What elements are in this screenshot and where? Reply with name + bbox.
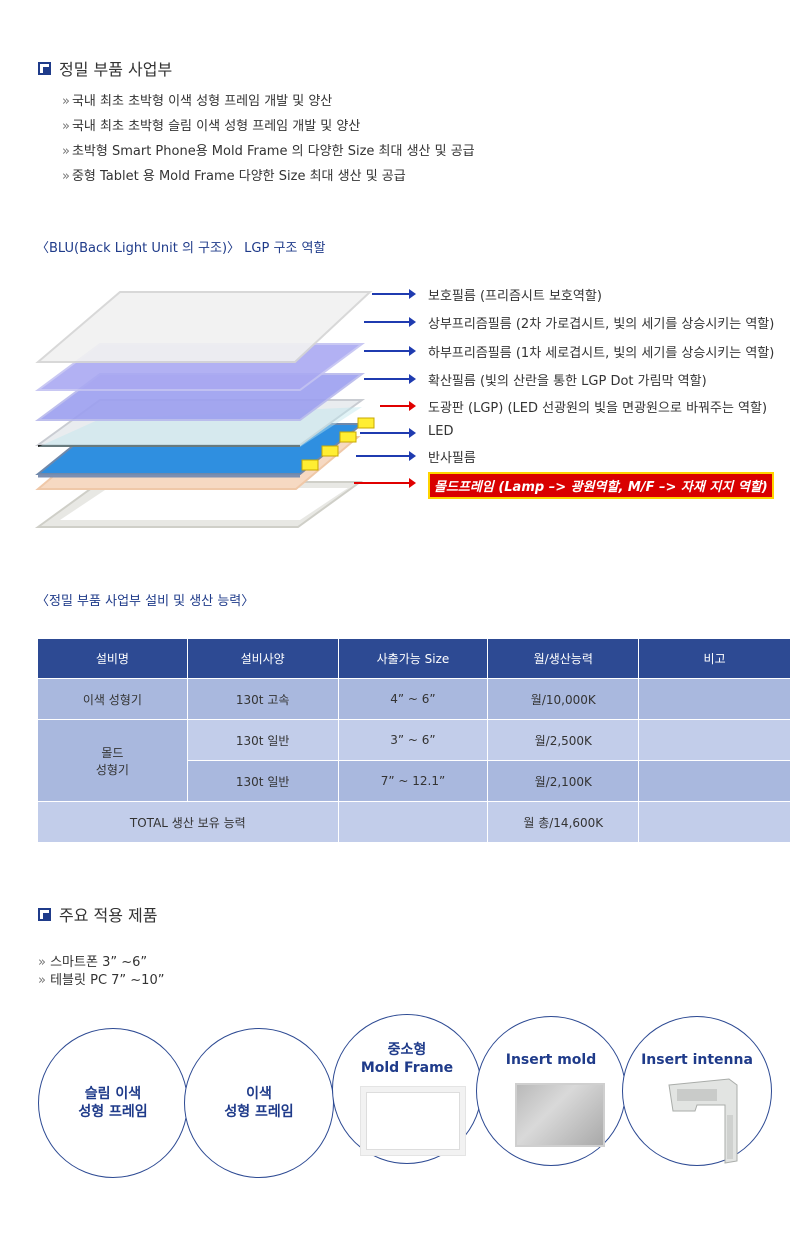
capacity-table: 설비명 설비사양 사출가능 Size 월/생산능력 비고 이색 성형기 130t… xyxy=(37,638,790,843)
label-upper-prism: 상부프리즘필름 (2차 가로겹시트, 빛의 세기를 상승시키는 역할) xyxy=(428,317,775,332)
cell-note xyxy=(638,678,790,720)
arrow-protection xyxy=(372,289,416,299)
label-reflector: 반사필름 xyxy=(428,451,476,466)
arrow-reflector xyxy=(356,451,416,461)
cell-spec: 130t 일반 xyxy=(186,719,339,761)
capacity-title: 〈정밀 부품 사업부 설비 및 생산 능력〉 xyxy=(36,594,255,609)
insert-mold-image xyxy=(515,1083,605,1147)
arrow-upper-prism xyxy=(364,317,416,327)
header-size: 사출가능 Size xyxy=(337,638,489,679)
cell-capacity: 월/2,500K xyxy=(487,719,640,761)
insert-intenna-image xyxy=(668,1078,738,1164)
business-heading: 정밀 부품 사업부 xyxy=(38,56,172,80)
mold-name-line2: 성형기 xyxy=(95,762,129,777)
header-note: 비고 xyxy=(638,638,790,679)
bullet-item: » 국내 최초 초박형 이색 성형 프레임 개발 및 양산 xyxy=(62,94,333,109)
products-heading-text: 주요 적용 제품 xyxy=(59,906,158,925)
label-diffuser: 확산필름 (빛의 산란을 통한 LGP Dot 가림막 역할) xyxy=(428,374,707,389)
cell-spec: 130t 고속 xyxy=(186,678,339,720)
cell-size: 3” ~ 6” xyxy=(337,719,489,761)
product-circle-slim-dual: 슬림 이색 성형 프레임 xyxy=(38,1028,188,1178)
mold-frame-image xyxy=(361,1087,465,1155)
header-capacity: 월/생산능력 xyxy=(487,638,640,679)
business-heading-text: 정밀 부품 사업부 xyxy=(59,60,173,79)
header-equipment: 설비명 xyxy=(37,638,188,679)
cell-note xyxy=(638,760,790,802)
product-list-item: » 스마트폰 3” ~6” xyxy=(38,955,148,970)
cell-name-mold: 몰드 성형기 xyxy=(37,719,188,802)
products-list: » 스마트폰 3” ~6” » 테블릿 PC 7” ~10” xyxy=(38,954,164,990)
bullet-item: » 초박형 Smart Phone용 Mold Frame 의 다양한 Size … xyxy=(62,144,475,159)
table-row: 130t 일반 7” ~ 12.1” 월/2,100K xyxy=(38,760,790,802)
product-circle-dual: 이색 성형 프레임 xyxy=(184,1028,334,1178)
label-led: LED xyxy=(428,424,454,439)
blu-layer-diagram xyxy=(34,291,375,528)
arrow-diffuser xyxy=(364,374,416,384)
cell-name: 이색 성형기 xyxy=(37,678,188,720)
bullet-item: » 중형 Tablet 용 Mold Frame 다양한 Size 최대 생산 및… xyxy=(62,169,406,184)
business-bullet-list: » 국내 최초 초박형 이색 성형 프레임 개발 및 양산 » 국내 최초 초박형 … xyxy=(62,89,475,189)
label-protection-film: 보호필름 (프리즘시트 보호역할) xyxy=(428,289,602,304)
label-lgp: 도광판 (LGP) (LED 선광원의 빛을 면광원으로 바꿔주는 역할) xyxy=(428,401,768,416)
arrow-lower-prism xyxy=(364,346,416,356)
label-lower-prism: 하부프리즘필름 (1차 세로겹시트, 빛의 세기를 상승시키는 역할) xyxy=(428,346,775,361)
cell-total-capacity: 월 총/14,600K xyxy=(487,801,640,843)
led-blocks xyxy=(301,417,375,471)
arrow-mold-frame xyxy=(354,478,416,488)
label-mold-frame-highlight: 몰드프레임 (Lamp –> 광원역할, M/F –> 자재 지지 역할) xyxy=(428,472,774,499)
cell-spec: 130t 일반 xyxy=(186,760,339,802)
cell-size: 7” ~ 12.1” xyxy=(337,760,489,802)
header-spec: 설비사양 xyxy=(186,638,339,679)
cell-total-size xyxy=(337,801,489,843)
table-total-row: TOTAL 생산 보유 능력 월 총/14,600K xyxy=(37,801,790,843)
cell-capacity: 월/2,100K xyxy=(487,760,640,802)
arrow-lgp xyxy=(380,401,416,411)
cell-capacity: 월/10,000K xyxy=(487,678,640,720)
cell-size: 4” ~ 6” xyxy=(337,678,489,720)
table-row: 이색 성형기 130t 고속 4” ~ 6” 월/10,000K xyxy=(37,678,790,720)
product-list-item: » 테블릿 PC 7” ~10” xyxy=(38,973,165,988)
arrow-led xyxy=(360,428,416,438)
protection-film-layer xyxy=(35,291,373,363)
products-heading: 주요 적용 제품 xyxy=(38,902,158,926)
bullet-item: » 국내 최초 초박형 슬림 이색 성형 프레임 개발 및 양산 xyxy=(62,119,361,134)
table-row: 몰드 성형기 130t 일반 3” ~ 6” 월/2,500K xyxy=(37,719,790,802)
cell-total-label: TOTAL 생산 보유 능력 xyxy=(37,801,339,843)
product-circle-mold-frame: 중소형 Mold Frame xyxy=(332,1014,482,1164)
cell-note xyxy=(638,719,790,761)
table-header-row: 설비명 설비사양 사출가능 Size 월/생산능력 비고 xyxy=(37,638,790,679)
section-square-icon xyxy=(38,61,51,75)
section-square-icon xyxy=(38,907,51,921)
mold-name-line1: 몰드 xyxy=(101,745,124,760)
product-circle-insert-mold: Insert mold xyxy=(476,1016,626,1166)
cell-total-note xyxy=(638,801,790,843)
product-circle-insert-intenna: Insert intenna xyxy=(622,1016,772,1166)
blu-title: 〈BLU(Back Light Unit 의 구조)〉 LGP 구조 역할 xyxy=(36,241,326,256)
